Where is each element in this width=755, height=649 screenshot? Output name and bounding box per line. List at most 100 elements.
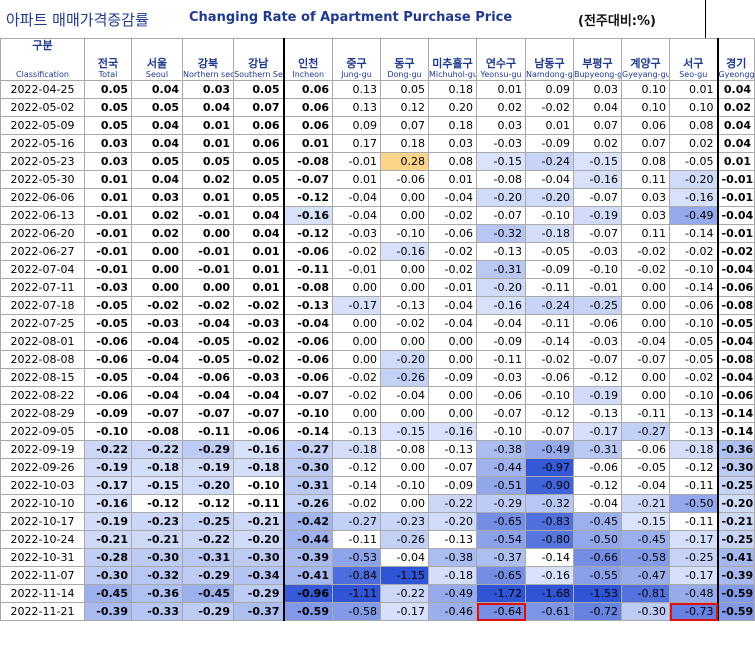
cell-bupyeong: -1.53 xyxy=(573,584,622,603)
cell-southern: -0.06 xyxy=(233,422,285,441)
cell-seoul: -0.04 xyxy=(131,332,183,351)
column-header-korean: 중구 xyxy=(346,57,367,70)
cell-seoul: -0.21 xyxy=(131,530,183,549)
cell-total: -0.03 xyxy=(84,278,132,297)
cell-southern: 0.01 xyxy=(233,242,285,261)
cell-michuhol: 0.01 xyxy=(428,170,477,189)
cell-northern: 0.00 xyxy=(182,224,234,243)
cell-northern: -0.07 xyxy=(182,404,234,423)
cell-seo: -0.11 xyxy=(669,476,718,495)
cell-bupyeong: -0.06 xyxy=(573,458,622,477)
cell-northern: -0.45 xyxy=(182,584,234,603)
cell-seo: 0.01 xyxy=(669,80,718,99)
cell-namdong: -0.90 xyxy=(525,476,574,495)
cell-michuhol: -0.20 xyxy=(428,512,477,531)
cell-incheon: -0.44 xyxy=(282,530,333,549)
cell-northern: -0.04 xyxy=(182,386,234,405)
cell-seo: -0.11 xyxy=(669,512,718,531)
cell-gyeonggi: -0.06 xyxy=(716,278,755,297)
cell-namdong: -0.10 xyxy=(525,206,574,225)
cell-incheon: -0.31 xyxy=(282,476,333,495)
cell-yeonsu: -0.38 xyxy=(476,440,526,459)
cell-namdong: -0.11 xyxy=(525,278,574,297)
cell-gyeyang: 0.00 xyxy=(621,296,670,315)
row-date: 2022-07-04 xyxy=(0,260,85,279)
table-row: 2022-04-25 0.05 0.04 0.03 0.05 0.06 0.13 0.05 0.… xyxy=(0,80,755,99)
cell-yeonsu: -0.20 xyxy=(476,278,526,297)
cell-bupyeong: -0.50 xyxy=(573,530,622,549)
cell-incheon: -0.96 xyxy=(282,584,333,603)
cell-michuhol: 0.00 xyxy=(428,350,477,369)
cell-gyeonggi: -0.01 xyxy=(716,224,755,243)
table-row: 2022-09-05 -0.10 -0.08 -0.11 -0.06 -0.14 -0.13… xyxy=(0,422,755,441)
cell-incheon: -0.06 xyxy=(282,242,333,261)
table-row: 2022-05-02 0.05 0.05 0.04 0.07 0.06 0.13 0.12 0.… xyxy=(0,98,755,117)
cell-total: 0.01 xyxy=(84,170,132,189)
cell-northern: -0.19 xyxy=(182,458,234,477)
table-row: 2022-06-13 -0.01 0.02 -0.01 0.04 -0.16 -0.04 0.… xyxy=(0,206,755,225)
cell-incheon: -0.42 xyxy=(282,512,333,531)
cell-gyeyang: -0.07 xyxy=(621,350,670,369)
cell-southern: -0.07 xyxy=(233,404,285,423)
cell-bupyeong: -0.19 xyxy=(573,206,622,225)
cell-gyeonggi: -0.04 xyxy=(716,206,755,225)
table-row: 2022-10-03 -0.17 -0.15 -0.20 -0.10 -0.31 -0.14… xyxy=(0,476,755,495)
cell-gyeonggi: -0.01 xyxy=(716,170,755,189)
row-date: 2022-08-22 xyxy=(0,386,85,405)
table-row: 2022-10-31 -0.28 -0.30 -0.31 -0.30 -0.39 -0.53… xyxy=(0,548,755,567)
cell-northern: -0.02 xyxy=(182,296,234,315)
cell-jung: -0.02 xyxy=(332,494,381,513)
cell-total: -0.19 xyxy=(84,458,132,477)
cell-incheon: -0.08 xyxy=(282,152,333,171)
cell-northern: 0.05 xyxy=(182,152,234,171)
cell-incheon: 0.06 xyxy=(282,98,333,117)
cell-seo: -0.20 xyxy=(669,170,718,189)
cell-dong: 0.05 xyxy=(380,80,429,99)
cell-yeonsu: -0.07 xyxy=(476,404,526,423)
cell-dong: 0.00 xyxy=(380,260,429,279)
cell-yeonsu: -0.13 xyxy=(476,242,526,261)
cell-total: 0.03 xyxy=(84,134,132,153)
column-header-english: Dong-gu xyxy=(387,70,422,79)
cell-dong: 0.00 xyxy=(380,278,429,297)
cell-southern: -0.03 xyxy=(233,314,285,333)
column-header-jung: 중구 Jung-gu xyxy=(332,38,381,81)
cell-gyeonggi: -0.59 xyxy=(716,602,755,621)
cell-gyeonggi: 0.04 xyxy=(716,134,755,153)
table-row: 2022-05-16 0.03 0.04 0.01 0.06 0.01 0.17 0.18 0.… xyxy=(0,134,755,153)
column-header-gyeyang: 계양구 Gyeyang-gu xyxy=(621,38,670,81)
cell-yeonsu: -0.44 xyxy=(476,458,526,477)
cell-total: -0.05 xyxy=(84,296,132,315)
cell-jung: 0.13 xyxy=(332,98,381,117)
cell-jung: 0.00 xyxy=(332,278,381,297)
cell-gyeyang: 0.10 xyxy=(621,80,670,99)
column-header-korean: 인천 xyxy=(298,57,319,70)
cell-namdong: -0.18 xyxy=(525,224,574,243)
table-row: 2022-07-25 -0.05 -0.03 -0.04 -0.03 -0.04 0.00-… xyxy=(0,314,755,333)
column-header-korean: 계양구 xyxy=(630,57,661,70)
cell-namdong: -0.07 xyxy=(525,422,574,441)
cell-gyeonggi: -0.36 xyxy=(716,440,755,459)
cell-gyeyang: -0.21 xyxy=(621,494,670,513)
cell-northern: -0.04 xyxy=(182,314,234,333)
cell-northern: -0.06 xyxy=(182,368,234,387)
cell-jung: -0.04 xyxy=(332,188,381,207)
cell-incheon: 0.06 xyxy=(282,80,333,99)
cell-northern: 0.00 xyxy=(182,278,234,297)
cell-bupyeong: -0.25 xyxy=(573,296,622,315)
cell-michuhol: 0.18 xyxy=(428,116,477,135)
cell-namdong: 0.01 xyxy=(525,116,574,135)
cell-total: -0.06 xyxy=(84,350,132,369)
cell-gyeyang: -0.15 xyxy=(621,512,670,531)
cell-jung: -0.53 xyxy=(332,548,381,567)
cell-incheon: -0.10 xyxy=(282,404,333,423)
column-header-korean: 서구 xyxy=(683,57,704,70)
column-header-gyeonggi: 경기Gyeonggi-do xyxy=(716,38,755,81)
row-date: 2022-07-11 xyxy=(0,278,85,297)
cell-namdong: -0.80 xyxy=(525,530,574,549)
cell-northern: -0.11 xyxy=(182,422,234,441)
row-date: 2022-07-18 xyxy=(0,296,85,315)
cell-northern: -0.05 xyxy=(182,332,234,351)
cell-seoul: -0.30 xyxy=(131,548,183,567)
